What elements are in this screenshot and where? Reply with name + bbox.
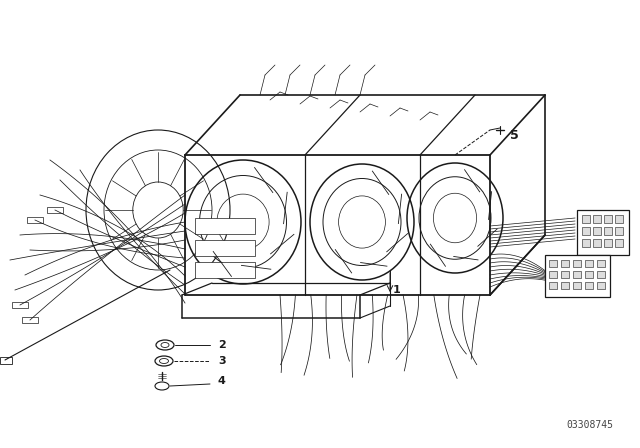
Bar bbox=[22, 317, 38, 323]
Bar bbox=[47, 207, 63, 213]
Bar bbox=[597, 282, 605, 289]
Bar bbox=[597, 260, 605, 267]
Bar bbox=[593, 239, 601, 247]
Bar bbox=[585, 282, 593, 289]
Bar bbox=[0, 357, 12, 364]
Bar bbox=[593, 215, 601, 223]
Bar bbox=[12, 302, 28, 308]
Text: 03308745: 03308745 bbox=[566, 420, 614, 430]
Bar bbox=[577, 210, 629, 255]
Bar bbox=[615, 239, 623, 247]
Bar bbox=[597, 271, 605, 278]
Bar bbox=[549, 271, 557, 278]
Bar bbox=[582, 215, 590, 223]
Bar bbox=[604, 215, 612, 223]
Bar bbox=[561, 260, 569, 267]
Bar bbox=[585, 260, 593, 267]
Bar bbox=[545, 255, 610, 297]
Text: 4: 4 bbox=[218, 376, 226, 386]
Text: 2: 2 bbox=[218, 340, 226, 350]
Text: 1: 1 bbox=[393, 285, 401, 295]
Bar bbox=[582, 239, 590, 247]
Bar bbox=[573, 271, 581, 278]
Bar bbox=[615, 227, 623, 235]
Bar bbox=[195, 262, 255, 278]
Bar bbox=[573, 260, 581, 267]
Bar bbox=[582, 227, 590, 235]
Bar bbox=[195, 240, 255, 256]
Bar bbox=[195, 218, 255, 234]
Bar bbox=[561, 271, 569, 278]
Bar bbox=[604, 227, 612, 235]
Text: 5: 5 bbox=[510, 129, 519, 142]
Bar bbox=[615, 215, 623, 223]
Bar bbox=[585, 271, 593, 278]
Bar bbox=[573, 282, 581, 289]
Bar bbox=[549, 260, 557, 267]
Bar bbox=[604, 239, 612, 247]
Bar bbox=[27, 217, 43, 223]
Text: 3: 3 bbox=[218, 356, 226, 366]
Bar bbox=[561, 282, 569, 289]
Bar bbox=[549, 282, 557, 289]
Bar bbox=[593, 227, 601, 235]
